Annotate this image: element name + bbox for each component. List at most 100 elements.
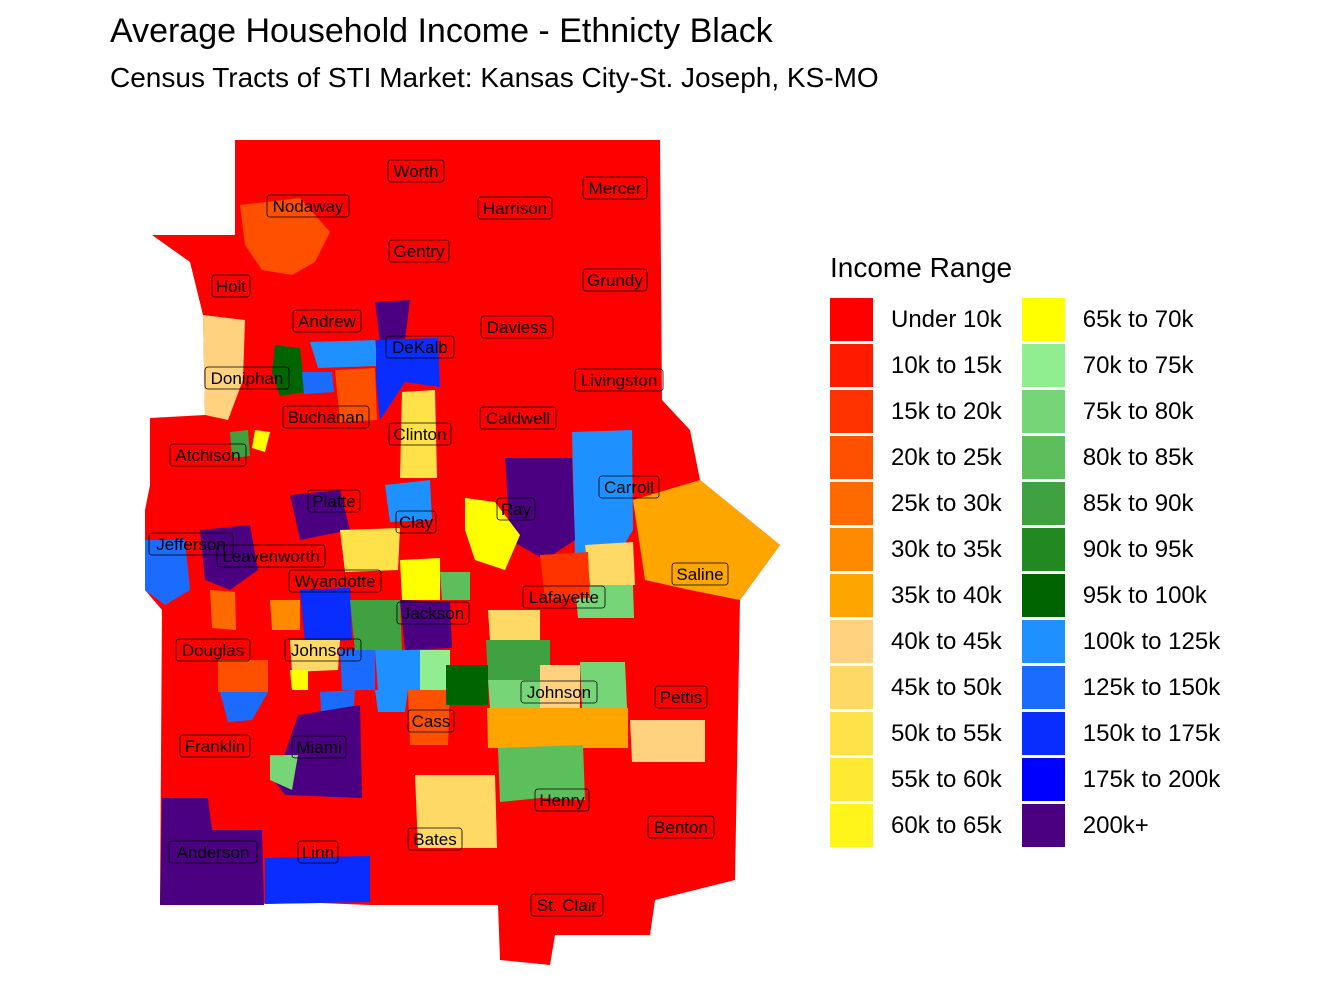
legend-swatch bbox=[830, 298, 873, 341]
legend-label: 45k to 50k bbox=[891, 673, 1002, 701]
tract-shape bbox=[375, 650, 420, 690]
legend-swatch bbox=[830, 620, 873, 663]
county-label-franklin[interactable]: Franklin bbox=[179, 734, 251, 758]
svg-text:Benton: Benton bbox=[654, 818, 708, 837]
county-label-caldwell[interactable]: Caldwell bbox=[479, 406, 557, 430]
legend-swatch bbox=[830, 390, 873, 433]
legend: Income Range Under 10k 10k to 15k 15k to 2… bbox=[830, 252, 1220, 847]
legend-item: 200k+ bbox=[1021, 804, 1220, 847]
svg-text:Johnson: Johnson bbox=[291, 641, 355, 660]
svg-text:Worth: Worth bbox=[393, 162, 438, 181]
legend-label: 200k+ bbox=[1082, 811, 1149, 839]
legend-swatch bbox=[830, 344, 873, 387]
county-labels: Worth Mercer Nodaway Harrison Gentry Gru… bbox=[148, 159, 729, 917]
legend-item: 70k to 75k bbox=[1021, 344, 1220, 387]
legend-label: 85k to 90k bbox=[1082, 489, 1194, 517]
tract-shape bbox=[340, 650, 375, 690]
legend-item: 90k to 95k bbox=[1021, 528, 1220, 571]
county-label-leavenworth[interactable]: Leavenworth bbox=[216, 544, 326, 568]
tract-shape bbox=[440, 572, 470, 600]
legend-label: 80k to 85k bbox=[1082, 443, 1194, 471]
county-label-miami[interactable]: Miami bbox=[291, 735, 347, 759]
tract-shape bbox=[375, 690, 408, 712]
svg-text:St. Clair: St. Clair bbox=[537, 896, 598, 915]
legend-label: 75k to 80k bbox=[1082, 397, 1194, 425]
county-label-dekalb[interactable]: DeKalb bbox=[385, 335, 455, 359]
legend-item: 50k to 55k bbox=[830, 712, 1002, 755]
county-label-anderson[interactable]: Anderson bbox=[168, 840, 258, 864]
county-label-daviess[interactable]: Daviess bbox=[480, 315, 554, 339]
svg-text:Lafayette: Lafayette bbox=[529, 588, 599, 607]
county-label-doniphan[interactable]: Doniphan bbox=[204, 366, 290, 390]
tract-shape bbox=[465, 498, 520, 570]
county-label-jackson[interactable]: Jackson bbox=[396, 601, 470, 625]
svg-text:Mercer: Mercer bbox=[589, 179, 642, 198]
svg-text:Miami: Miami bbox=[296, 738, 341, 757]
county-label-gentry[interactable]: Gentry bbox=[388, 239, 450, 263]
county-label-clay[interactable]: Clay bbox=[395, 510, 437, 534]
county-label-linn[interactable]: Linn bbox=[297, 840, 339, 864]
county-label-saline[interactable]: Saline bbox=[671, 562, 729, 586]
svg-text:Anderson: Anderson bbox=[177, 843, 250, 862]
county-label-livingston[interactable]: Livingston bbox=[574, 368, 664, 392]
county-label-johnson-mo[interactable]: Johnson bbox=[520, 680, 598, 704]
svg-text:Pettis: Pettis bbox=[660, 688, 703, 707]
county-label-benton[interactable]: Benton bbox=[647, 815, 715, 839]
county-label-worth[interactable]: Worth bbox=[387, 159, 445, 183]
legend-label: 40k to 45k bbox=[891, 627, 1002, 655]
tract-shape bbox=[270, 755, 298, 790]
tract-shape bbox=[415, 775, 497, 848]
county-label-platte[interactable]: Platte bbox=[307, 489, 361, 513]
county-label-ray[interactable]: Ray bbox=[496, 497, 536, 521]
tract-shape bbox=[488, 680, 540, 708]
svg-text:Bates: Bates bbox=[413, 830, 456, 849]
county-label-atchison[interactable]: Atchison bbox=[169, 443, 247, 467]
svg-text:Henry: Henry bbox=[539, 791, 585, 810]
tract-shape bbox=[160, 798, 264, 905]
svg-text:Linn: Linn bbox=[302, 843, 334, 862]
svg-text:Harrison: Harrison bbox=[483, 199, 547, 218]
county-label-harrison[interactable]: Harrison bbox=[477, 196, 553, 220]
svg-text:Clay: Clay bbox=[399, 513, 434, 532]
tract-shape bbox=[498, 745, 585, 802]
county-label-jefferson[interactable]: Jefferson bbox=[148, 532, 234, 556]
county-label-lafayette[interactable]: Lafayette bbox=[522, 585, 606, 609]
county-label-nodaway[interactable]: Nodaway bbox=[266, 194, 350, 218]
tract-shape bbox=[400, 600, 452, 650]
county-label-st-clair[interactable]: St. Clair bbox=[530, 893, 604, 917]
county-label-grundy[interactable]: Grundy bbox=[582, 268, 648, 292]
legend-swatch bbox=[830, 436, 873, 479]
county-label-holt[interactable]: Holt bbox=[211, 274, 251, 298]
county-label-carroll[interactable]: Carroll bbox=[598, 475, 660, 499]
county-label-douglas[interactable]: Douglas bbox=[175, 638, 251, 662]
legend-label: 55k to 60k bbox=[891, 765, 1002, 793]
county-label-mercer[interactable]: Mercer bbox=[582, 176, 648, 200]
svg-text:Grundy: Grundy bbox=[587, 271, 643, 290]
legend-label: Under 10k bbox=[891, 305, 1002, 333]
legend-label: 15k to 20k bbox=[891, 397, 1002, 425]
svg-text:Ray: Ray bbox=[501, 500, 532, 519]
legend-swatch bbox=[830, 574, 873, 617]
legend-swatch bbox=[830, 758, 873, 801]
legend-label: 30k to 35k bbox=[891, 535, 1002, 563]
tract-shape bbox=[335, 368, 377, 422]
county-label-bates[interactable]: Bates bbox=[407, 827, 463, 851]
svg-text:Caldwell: Caldwell bbox=[486, 409, 550, 428]
legend-label: 125k to 150k bbox=[1082, 673, 1221, 701]
county-label-wyandotte[interactable]: Wyandotte bbox=[288, 569, 382, 593]
svg-text:Cass: Cass bbox=[412, 712, 451, 731]
legend-label: 20k to 25k bbox=[891, 443, 1002, 471]
legend-item: 25k to 30k bbox=[830, 482, 1002, 525]
svg-text:Carroll: Carroll bbox=[604, 478, 654, 497]
legend-label: 25k to 30k bbox=[891, 489, 1002, 517]
county-label-clinton[interactable]: Clinton bbox=[388, 422, 452, 446]
tract-shape bbox=[486, 640, 550, 680]
county-label-andrew[interactable]: Andrew bbox=[292, 309, 362, 333]
county-label-cass[interactable]: Cass bbox=[407, 709, 455, 733]
county-label-henry[interactable]: Henry bbox=[534, 788, 590, 812]
legend-swatch bbox=[830, 666, 873, 709]
county-label-pettis[interactable]: Pettis bbox=[654, 685, 708, 709]
county-label-buchanan[interactable]: Buchanan bbox=[282, 405, 370, 429]
legend-item: 100k to 125k bbox=[1021, 620, 1220, 663]
county-label-johnson-ks[interactable]: Johnson bbox=[284, 638, 362, 662]
